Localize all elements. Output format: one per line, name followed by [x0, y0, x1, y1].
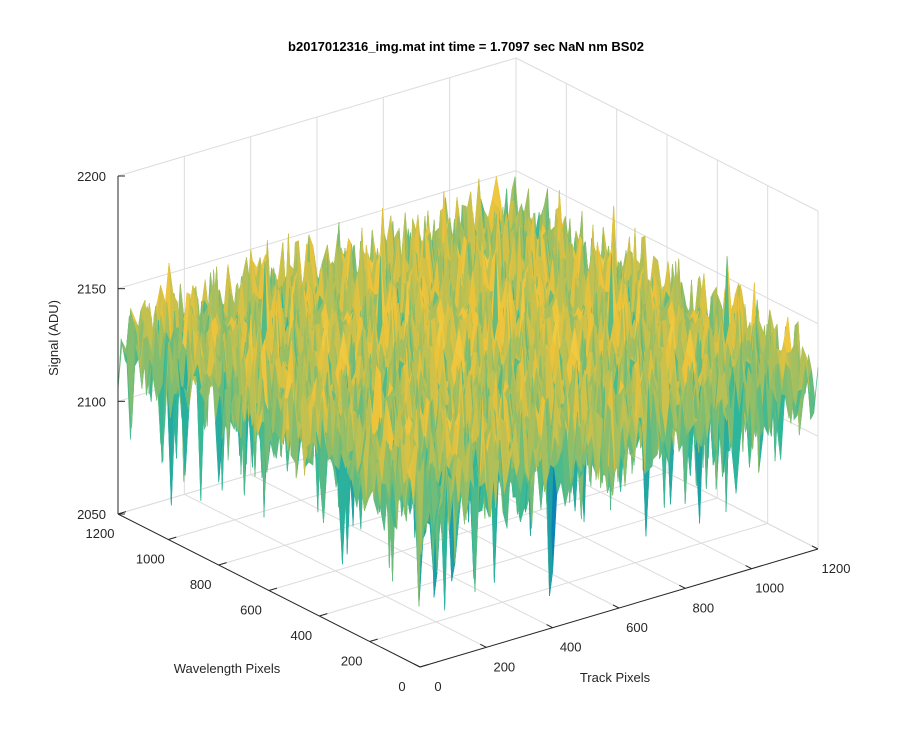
grid-line: [268, 472, 668, 591]
surface-mesh: [117, 176, 819, 611]
grid-line: [319, 497, 718, 617]
grid-line: [369, 523, 768, 642]
